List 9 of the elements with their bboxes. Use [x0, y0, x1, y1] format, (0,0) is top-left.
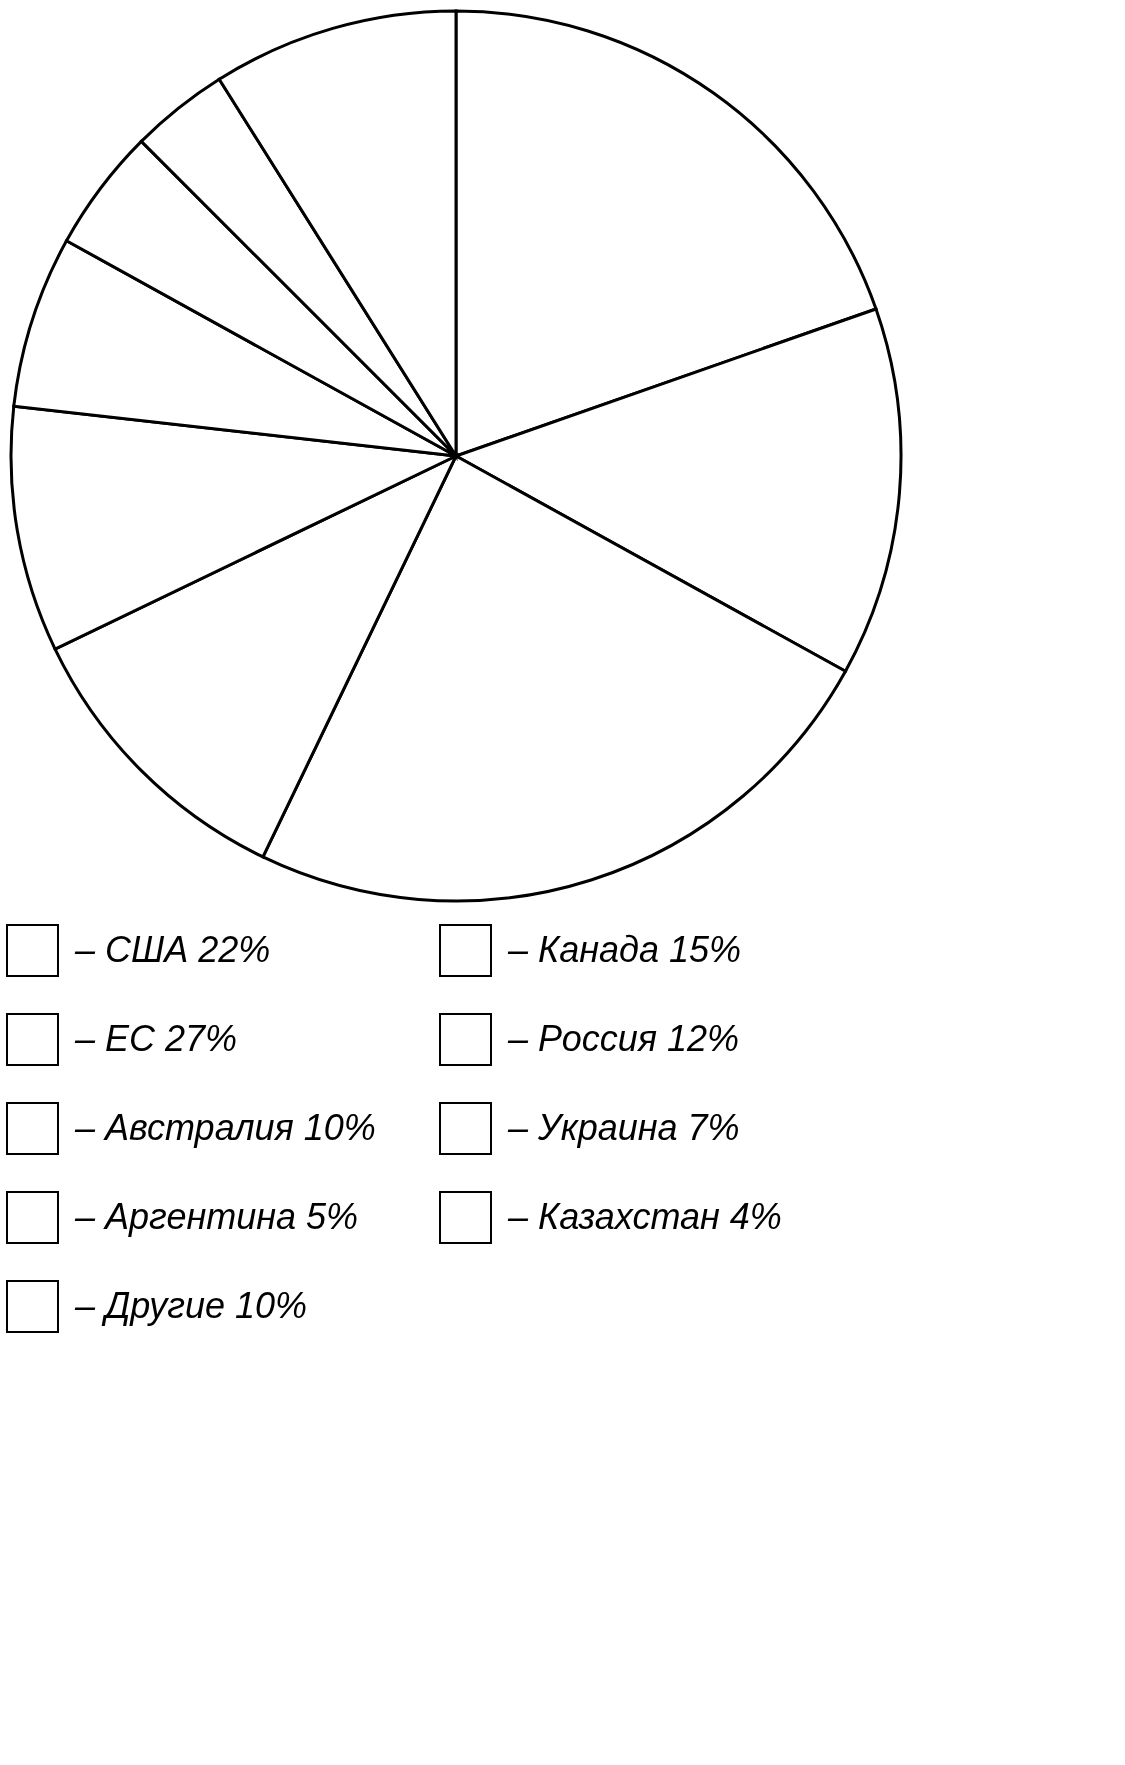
legend-label: – Казахстан 4% — [507, 1195, 782, 1237]
legend-label: – Канада 15% — [507, 928, 742, 970]
legend-label: – Украина 7% — [507, 1106, 740, 1148]
legend-label: – Россия 12% — [507, 1017, 739, 1059]
legend-label: – США 22% — [74, 928, 271, 970]
legend-label: – Другие 10% — [74, 1284, 308, 1326]
legend-label: – Аргентина 5% — [74, 1195, 359, 1237]
legend-label: – ЕС 27% — [74, 1017, 238, 1059]
legend-label: – Австралия 10% — [74, 1106, 376, 1148]
